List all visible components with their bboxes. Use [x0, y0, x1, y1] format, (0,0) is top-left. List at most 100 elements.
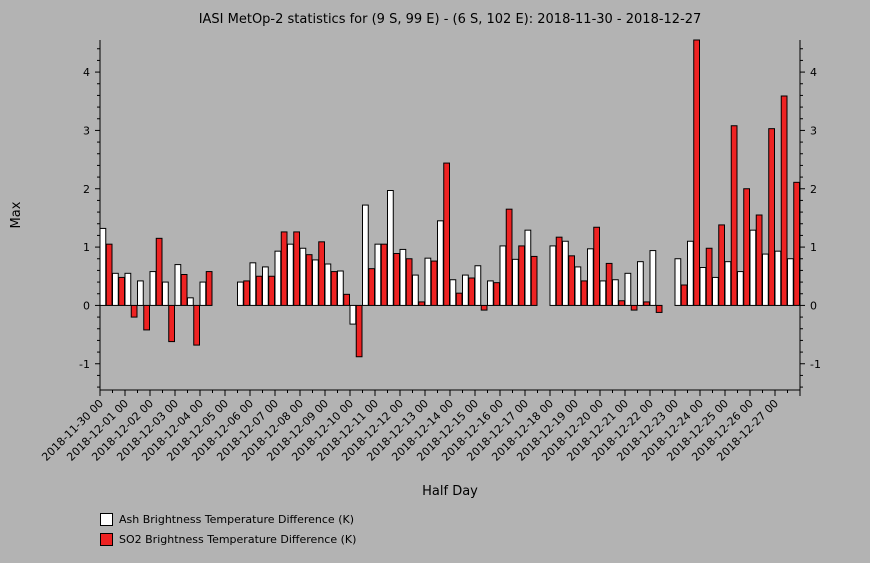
- so2-bar: [305, 254, 313, 306]
- y-axis-label: Max: [9, 201, 24, 228]
- so2-bar: [505, 208, 513, 306]
- ash-bar: [99, 227, 107, 306]
- ash-bar: [549, 245, 557, 306]
- y-tick-label-right: 4: [810, 66, 817, 79]
- y-tick-label-left: -1: [79, 358, 90, 371]
- ash-bar: [187, 297, 194, 306]
- y-tick-label-right: -1: [810, 358, 821, 371]
- chart-title: IASI MetOp-2 statistics for (9 S, 99 E) …: [199, 12, 702, 27]
- ash-bar: [199, 281, 207, 306]
- so2-bar: [493, 282, 500, 306]
- so2-bar: [518, 245, 525, 306]
- ash-bar: [287, 243, 294, 306]
- ash-bar: [262, 266, 269, 306]
- so2-bar: [205, 271, 213, 306]
- ash-bar: [612, 279, 619, 306]
- ash-bar: [599, 280, 607, 306]
- so2-bar: [755, 214, 763, 306]
- ash-bar: [624, 272, 632, 306]
- ash-bar: [174, 264, 182, 306]
- ash-bar: [737, 271, 744, 306]
- ash-bar: [462, 274, 469, 306]
- so2-bar: [193, 304, 200, 346]
- ash-bar: [774, 250, 782, 306]
- so2-bar: [718, 224, 725, 306]
- so2-bar: [580, 280, 588, 306]
- so2-bar: [155, 237, 163, 306]
- so2-bar: [343, 293, 350, 306]
- ash-bar: [249, 262, 257, 306]
- ash-bar: [762, 253, 769, 306]
- ash-bar: [499, 245, 507, 306]
- y-tick-label-left: 2: [83, 183, 90, 196]
- so2-bar: [555, 236, 563, 306]
- so2-bar: [630, 304, 638, 311]
- y-tick-label-left: 3: [83, 124, 90, 137]
- so2-bar: [568, 255, 575, 306]
- ash-bar: [374, 243, 382, 306]
- ash-bar: [674, 258, 682, 306]
- so2-bar: [368, 268, 375, 306]
- ash-bar: [399, 248, 407, 306]
- legend-label-so2: SO2 Brightness Temperature Difference (K…: [119, 533, 357, 546]
- so2-bar: [468, 277, 475, 306]
- ash-bar: [574, 266, 582, 306]
- ash-bar: [437, 220, 444, 306]
- so2-bar: [730, 125, 738, 306]
- so2-bar: [680, 284, 688, 306]
- so2-bar: [480, 304, 488, 311]
- y-tick-label-right: 1: [810, 241, 817, 254]
- ash-bar: [712, 276, 719, 306]
- ash-bar: [312, 259, 319, 306]
- so2-bar: [768, 128, 775, 306]
- bars-group: [99, 39, 800, 358]
- so2-bar: [268, 275, 275, 306]
- so2-bar: [530, 255, 538, 306]
- y-tick-label-right: 3: [810, 124, 817, 137]
- ash-bar: [237, 281, 244, 306]
- ash-bar: [162, 281, 169, 306]
- legend-label-ash: Ash Brightness Temperature Difference (K…: [119, 513, 354, 526]
- so2-bar: [355, 304, 363, 358]
- so2-bar: [593, 226, 600, 306]
- ash-bar: [324, 263, 332, 306]
- so2-bar: [655, 304, 663, 313]
- x-axis-label: Half Day: [422, 484, 478, 499]
- ash-bar: [349, 304, 357, 325]
- ash-bar: [749, 229, 757, 306]
- legend-item-ash: Ash Brightness Temperature Difference (K…: [100, 513, 354, 526]
- ash-bar: [637, 261, 644, 306]
- ash-bar: [524, 229, 532, 306]
- so2-bar: [418, 301, 425, 306]
- so2-bar: [455, 292, 463, 306]
- legend-swatch-so2: [100, 533, 113, 546]
- y-tick-label-right: 2: [810, 183, 817, 196]
- ash-bar: [587, 248, 594, 306]
- so2-bar: [643, 301, 650, 306]
- so2-bar: [393, 253, 400, 306]
- ash-bar: [274, 250, 282, 306]
- y-tick-label-right: 0: [810, 299, 817, 312]
- so2-bar: [743, 188, 750, 306]
- so2-bar: [255, 275, 263, 306]
- ash-bar: [474, 265, 482, 306]
- so2-bar: [793, 181, 800, 306]
- so2-bar: [180, 274, 188, 306]
- so2-bar: [430, 260, 438, 306]
- ash-bar: [449, 279, 457, 306]
- so2-bar: [243, 280, 250, 306]
- ash-bar: [362, 204, 369, 306]
- so2-bar: [130, 304, 138, 318]
- ash-bar: [724, 261, 732, 306]
- so2-bar: [405, 258, 413, 306]
- ash-bar: [337, 270, 344, 306]
- y-tick-label-left: 4: [83, 66, 90, 79]
- legend-item-so2: SO2 Brightness Temperature Difference (K…: [100, 533, 356, 546]
- ash-bar: [699, 267, 707, 306]
- ash-bar: [562, 240, 569, 306]
- legend-swatch-ash: [100, 513, 113, 526]
- so2-bar: [780, 95, 788, 306]
- so2-bar: [605, 262, 613, 306]
